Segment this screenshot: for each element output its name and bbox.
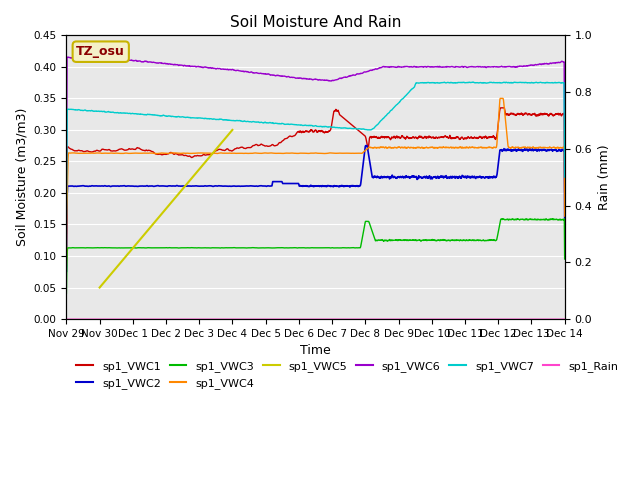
Text: TZ_osu: TZ_osu [76, 45, 125, 58]
Title: Soil Moisture And Rain: Soil Moisture And Rain [230, 15, 401, 30]
Y-axis label: Soil Moisture (m3/m3): Soil Moisture (m3/m3) [15, 108, 28, 246]
Y-axis label: Rain (mm): Rain (mm) [598, 144, 611, 210]
X-axis label: Time: Time [300, 344, 331, 357]
Legend: sp1_VWC1, sp1_VWC2, sp1_VWC3, sp1_VWC4, sp1_VWC5, sp1_VWC6, sp1_VWC7, sp1_Rain: sp1_VWC1, sp1_VWC2, sp1_VWC3, sp1_VWC4, … [72, 357, 623, 393]
